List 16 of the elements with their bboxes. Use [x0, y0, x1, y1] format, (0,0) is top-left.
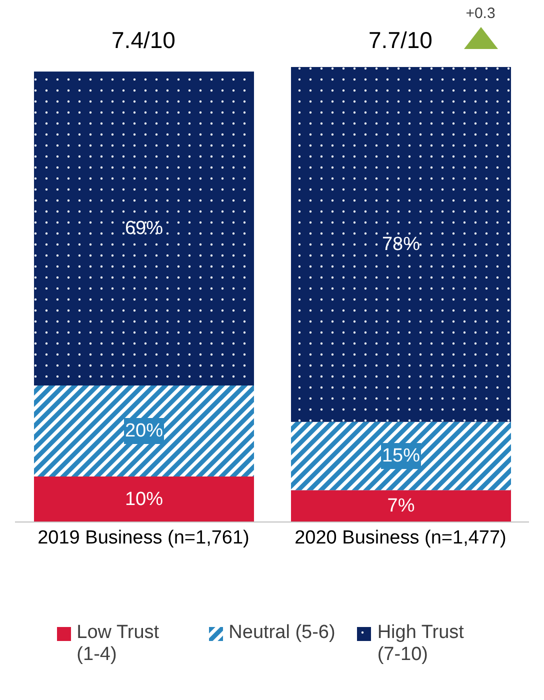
text: 7.4/10 — [110, 27, 176, 54]
bar — [291, 490, 511, 522]
data-label: 7% — [387, 496, 415, 517]
data-label: 78% — [382, 234, 420, 255]
data-label: 15% — [382, 446, 420, 467]
text: 7.7/10 — [368, 27, 434, 54]
legend-label: Low Trust (1-4) — [76, 622, 160, 666]
bar — [34, 476, 254, 522]
legend-label: Neutral (5-6) — [228, 622, 336, 644]
x-tick-label: 2020 Business (n=1,477) — [294, 527, 506, 548]
legend-label: High Trust (7-10) — [377, 622, 465, 666]
x-tick-label: 2019 Business (n=1,761) — [38, 527, 250, 548]
text: +0.3 — [464, 5, 496, 22]
data-label: 10% — [124, 488, 164, 510]
data-label: 69% — [124, 218, 164, 240]
data-label: 20% — [124, 420, 164, 442]
